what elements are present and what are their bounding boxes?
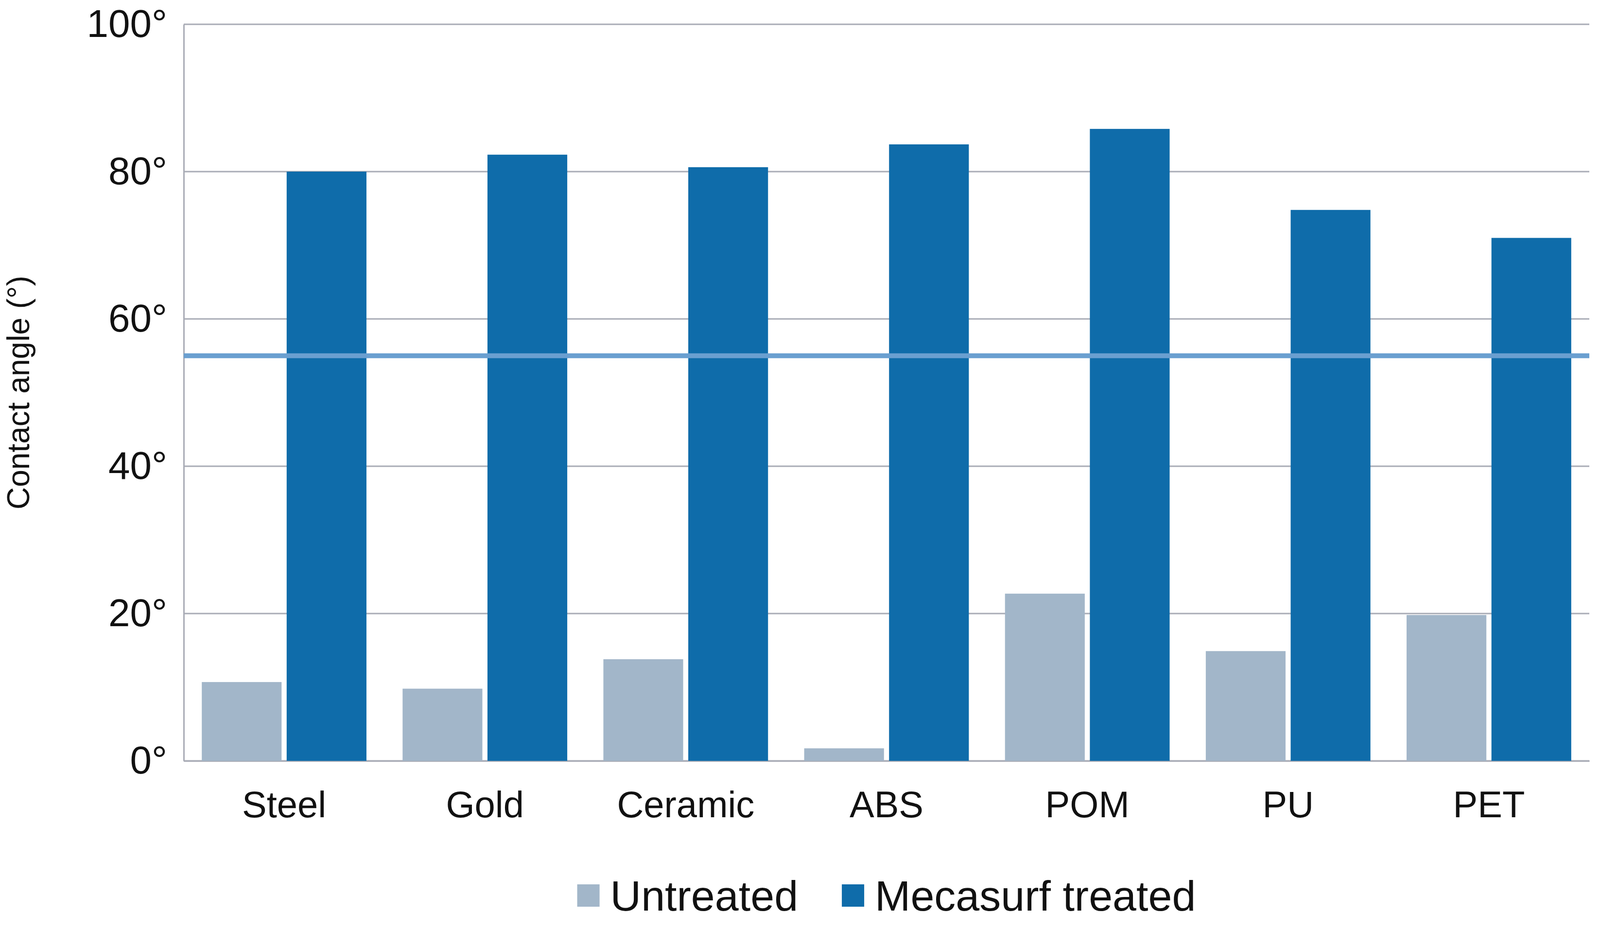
bar xyxy=(1406,614,1487,761)
y-tick: 0° xyxy=(130,738,184,782)
bar xyxy=(487,154,568,761)
x-tick: POM xyxy=(1045,760,1130,825)
y-axis-line xyxy=(183,24,185,762)
x-tick-label: Steel xyxy=(242,783,327,825)
y-tick: 20° xyxy=(108,591,184,635)
bar xyxy=(402,688,483,761)
legend-swatch xyxy=(577,884,600,907)
bar xyxy=(1005,593,1085,761)
y-tick-label: 0° xyxy=(130,738,168,782)
x-axis-line xyxy=(184,760,1590,762)
y-tick: 40° xyxy=(108,443,184,487)
y-tick: 60° xyxy=(108,296,184,340)
y-tick-label: 20° xyxy=(108,591,168,635)
x-tick-label: Gold xyxy=(445,783,524,825)
x-tick: ABS xyxy=(849,760,924,825)
x-tick: Steel xyxy=(242,760,327,825)
grid-line xyxy=(183,612,1590,615)
series xyxy=(286,128,1572,761)
bar xyxy=(1089,128,1170,761)
y-tick-label: 40° xyxy=(108,443,168,487)
y-tick-label: 100° xyxy=(86,1,168,46)
legend-swatch xyxy=(841,884,865,907)
bar xyxy=(1205,650,1286,761)
legend-item: Mecasurf treated xyxy=(841,871,1196,920)
x-tick: Ceramic xyxy=(616,760,755,825)
y-tick-label: 80° xyxy=(108,149,168,193)
bar xyxy=(1491,237,1572,761)
reference-line xyxy=(183,353,1590,359)
bars xyxy=(183,128,1590,761)
x-tick: PET xyxy=(1453,760,1526,825)
grid-line xyxy=(183,318,1590,320)
x-tick-label: PU xyxy=(1262,783,1314,825)
x-tick: Gold xyxy=(445,760,524,825)
plot: 0° 20° 40° 60° 80° 100° Steel Gold Ceramic ABS POM… xyxy=(86,1,1590,825)
y-tick: 80° xyxy=(108,149,184,193)
legend-label: Untreated xyxy=(610,871,799,920)
x-tick-label: POM xyxy=(1045,783,1130,825)
x-tick-label: Ceramic xyxy=(616,783,755,825)
bar xyxy=(804,747,885,761)
x-axis: Steel Gold Ceramic ABS POM PU PET xyxy=(184,760,1590,825)
chart: 0° 20° 40° 60° 80° 100° Steel Gold Ceramic ABS POM… xyxy=(0,0,1600,949)
bar xyxy=(201,681,282,761)
legend-item: Untreated xyxy=(577,871,799,920)
bar xyxy=(888,144,969,761)
y-axis-title: Contact angle (°) xyxy=(0,275,36,510)
x-tick-label: ABS xyxy=(849,783,924,825)
y-axis: 0° 20° 40° 60° 80° 100° xyxy=(86,1,185,782)
y-tick-label: 60° xyxy=(108,296,168,340)
grid-line xyxy=(183,23,1590,26)
bar xyxy=(286,171,367,761)
legend: Untreated Mecasurf treated xyxy=(577,871,1197,920)
grid-line xyxy=(183,171,1590,173)
bar xyxy=(603,659,683,761)
grid-line xyxy=(183,465,1590,468)
y-tick: 100° xyxy=(86,1,184,46)
grid xyxy=(183,24,1590,761)
x-tick: PU xyxy=(1262,760,1314,825)
legend-label: Mecasurf treated xyxy=(874,871,1196,920)
bar xyxy=(1290,209,1371,761)
grid-line xyxy=(183,760,1590,762)
x-tick-label: PET xyxy=(1453,783,1526,825)
bar xyxy=(688,167,768,761)
